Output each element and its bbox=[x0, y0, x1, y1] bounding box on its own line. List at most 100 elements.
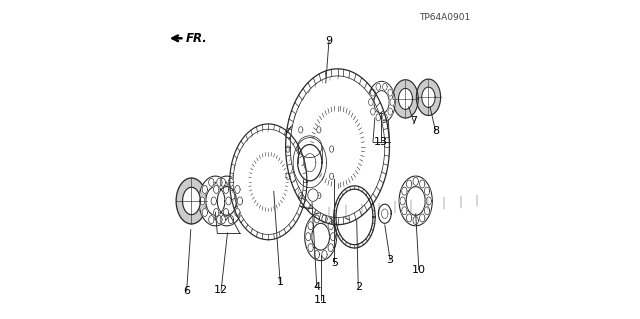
Polygon shape bbox=[328, 244, 333, 252]
Polygon shape bbox=[199, 176, 232, 226]
Polygon shape bbox=[374, 91, 389, 114]
Polygon shape bbox=[420, 180, 425, 188]
Polygon shape bbox=[417, 79, 440, 115]
Polygon shape bbox=[330, 173, 333, 180]
Polygon shape bbox=[413, 177, 419, 185]
Polygon shape bbox=[235, 209, 240, 217]
Polygon shape bbox=[310, 106, 365, 188]
Text: 11: 11 bbox=[314, 295, 328, 305]
Polygon shape bbox=[383, 114, 387, 121]
Polygon shape bbox=[424, 187, 429, 195]
Polygon shape bbox=[176, 178, 207, 224]
Polygon shape bbox=[399, 176, 432, 226]
Text: 10: 10 bbox=[412, 264, 426, 275]
Polygon shape bbox=[220, 178, 225, 186]
Polygon shape bbox=[200, 197, 205, 205]
Polygon shape bbox=[237, 197, 243, 205]
Text: 1: 1 bbox=[276, 277, 284, 287]
Polygon shape bbox=[330, 233, 336, 241]
Polygon shape bbox=[388, 89, 392, 96]
Polygon shape bbox=[182, 187, 200, 215]
Polygon shape bbox=[388, 108, 392, 115]
Polygon shape bbox=[299, 127, 303, 133]
Text: 7: 7 bbox=[410, 116, 417, 126]
Text: 8: 8 bbox=[432, 126, 439, 136]
Polygon shape bbox=[317, 127, 321, 133]
Polygon shape bbox=[298, 145, 322, 181]
Polygon shape bbox=[406, 180, 412, 188]
Polygon shape bbox=[291, 76, 385, 218]
Text: 5: 5 bbox=[331, 258, 338, 268]
Polygon shape bbox=[202, 185, 207, 193]
Polygon shape bbox=[217, 178, 222, 186]
Polygon shape bbox=[400, 197, 405, 205]
Polygon shape bbox=[305, 213, 337, 261]
Polygon shape bbox=[393, 80, 419, 118]
Text: FR.: FR. bbox=[186, 32, 208, 45]
Polygon shape bbox=[371, 108, 375, 115]
Polygon shape bbox=[322, 250, 327, 258]
Polygon shape bbox=[328, 222, 333, 230]
Polygon shape bbox=[305, 233, 311, 241]
Polygon shape bbox=[336, 189, 373, 245]
Polygon shape bbox=[376, 83, 381, 90]
Text: 4: 4 bbox=[313, 282, 321, 292]
Polygon shape bbox=[312, 223, 330, 250]
Polygon shape bbox=[406, 214, 412, 222]
Polygon shape bbox=[330, 146, 333, 152]
Polygon shape bbox=[233, 129, 303, 234]
Polygon shape bbox=[378, 204, 391, 223]
Polygon shape bbox=[280, 117, 340, 208]
Polygon shape bbox=[286, 173, 290, 180]
Polygon shape bbox=[286, 146, 290, 152]
Polygon shape bbox=[314, 215, 319, 223]
Polygon shape bbox=[308, 244, 313, 252]
Polygon shape bbox=[214, 185, 219, 193]
Polygon shape bbox=[422, 87, 435, 108]
Polygon shape bbox=[406, 187, 425, 215]
Polygon shape bbox=[402, 207, 407, 215]
Polygon shape bbox=[228, 216, 234, 224]
Text: 2: 2 bbox=[355, 282, 362, 292]
Polygon shape bbox=[209, 216, 214, 224]
Polygon shape bbox=[214, 209, 219, 217]
Polygon shape bbox=[308, 222, 313, 230]
Polygon shape bbox=[211, 176, 243, 226]
Polygon shape bbox=[426, 197, 431, 205]
Polygon shape bbox=[424, 207, 429, 215]
Text: 12: 12 bbox=[214, 285, 228, 295]
Polygon shape bbox=[322, 215, 327, 223]
Polygon shape bbox=[368, 81, 396, 123]
Polygon shape bbox=[235, 185, 240, 193]
Text: 13: 13 bbox=[374, 137, 388, 147]
Polygon shape bbox=[390, 99, 394, 106]
Polygon shape bbox=[248, 152, 288, 211]
Polygon shape bbox=[228, 178, 234, 186]
Polygon shape bbox=[218, 187, 236, 215]
Polygon shape bbox=[413, 217, 419, 225]
Polygon shape bbox=[376, 114, 381, 121]
Text: 3: 3 bbox=[387, 255, 394, 265]
Polygon shape bbox=[393, 80, 419, 118]
Text: 6: 6 bbox=[183, 286, 190, 296]
Polygon shape bbox=[206, 187, 225, 215]
Polygon shape bbox=[420, 214, 425, 222]
Text: TP64A0901: TP64A0901 bbox=[419, 13, 470, 22]
Polygon shape bbox=[223, 185, 228, 193]
Polygon shape bbox=[176, 178, 207, 224]
Polygon shape bbox=[308, 189, 318, 201]
Polygon shape bbox=[217, 216, 222, 224]
Polygon shape bbox=[383, 83, 387, 90]
Polygon shape bbox=[417, 79, 440, 115]
Polygon shape bbox=[202, 209, 207, 217]
Polygon shape bbox=[223, 209, 228, 217]
Polygon shape bbox=[299, 192, 303, 199]
Polygon shape bbox=[226, 197, 231, 205]
Text: 9: 9 bbox=[325, 36, 333, 47]
Polygon shape bbox=[314, 250, 319, 258]
Polygon shape bbox=[402, 187, 407, 195]
Polygon shape bbox=[209, 178, 214, 186]
Polygon shape bbox=[211, 197, 216, 205]
Polygon shape bbox=[369, 99, 373, 106]
Polygon shape bbox=[317, 192, 321, 199]
